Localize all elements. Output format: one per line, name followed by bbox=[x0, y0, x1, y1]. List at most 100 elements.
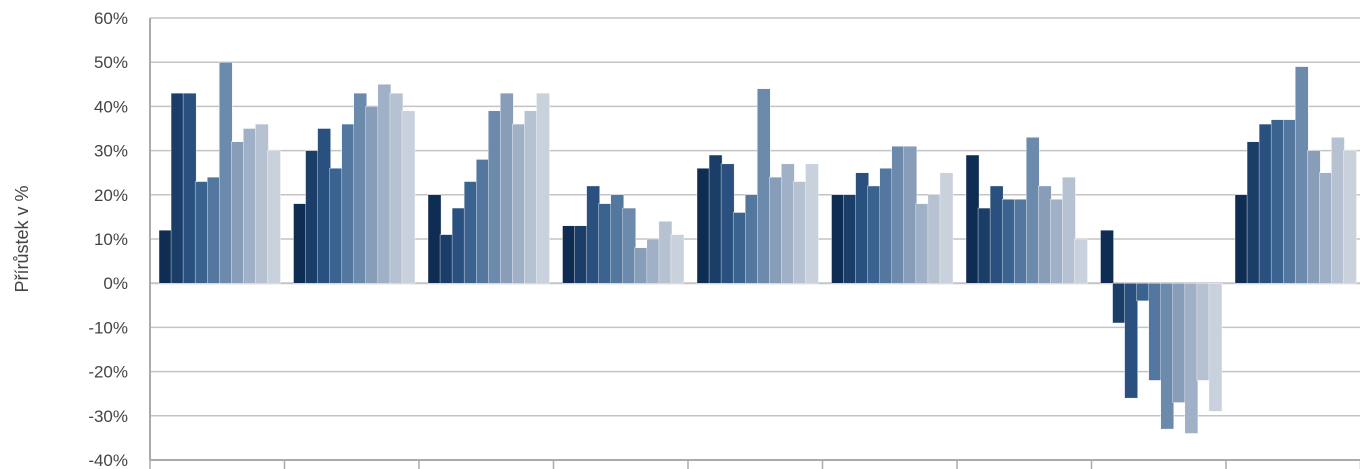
bar bbox=[476, 159, 490, 284]
bar bbox=[1196, 283, 1211, 381]
y-tick-label: 10% bbox=[94, 230, 128, 249]
y-tick-label: 0% bbox=[103, 274, 128, 293]
bar bbox=[536, 92, 550, 284]
y-axis-title: Přírůstek v % bbox=[12, 185, 32, 292]
bar bbox=[377, 84, 392, 284]
y-tick-label: -20% bbox=[88, 363, 128, 382]
bar bbox=[267, 150, 281, 284]
bar bbox=[1074, 238, 1088, 284]
bar bbox=[1295, 66, 1309, 284]
bar bbox=[977, 207, 992, 284]
bar bbox=[1282, 119, 1297, 284]
bar bbox=[427, 194, 442, 284]
bar bbox=[586, 185, 600, 284]
bar bbox=[805, 163, 819, 284]
bar bbox=[843, 194, 857, 284]
bar bbox=[1160, 283, 1175, 430]
bar bbox=[1184, 283, 1199, 434]
bar bbox=[879, 168, 893, 284]
bar bbox=[769, 176, 783, 284]
bar bbox=[965, 154, 980, 284]
y-tick-label: 50% bbox=[94, 53, 128, 72]
bar bbox=[670, 234, 685, 284]
bar bbox=[562, 225, 576, 284]
bar bbox=[1270, 119, 1285, 284]
bar bbox=[720, 163, 735, 284]
bar bbox=[574, 225, 588, 284]
bar bbox=[1172, 283, 1187, 403]
bar bbox=[365, 106, 380, 284]
bar bbox=[243, 128, 257, 284]
bar bbox=[231, 141, 245, 284]
bar bbox=[329, 168, 343, 284]
bar bbox=[708, 154, 723, 284]
bar bbox=[1319, 172, 1333, 284]
bar bbox=[1050, 199, 1064, 284]
bars bbox=[158, 62, 1357, 434]
bar bbox=[1208, 283, 1223, 412]
bar bbox=[1343, 150, 1357, 284]
bar bbox=[451, 207, 466, 284]
bar bbox=[1246, 141, 1261, 284]
bar bbox=[1136, 283, 1150, 302]
tick-labels: 60% 50% 40% 30% 20% 10% 0% -10% -20% -30% -40% bbox=[88, 9, 128, 469]
bar bbox=[732, 212, 747, 284]
bar bbox=[219, 62, 233, 284]
bar bbox=[353, 92, 368, 284]
bar bbox=[867, 185, 881, 284]
bar bbox=[793, 181, 807, 284]
bar bbox=[206, 176, 221, 284]
bar bbox=[610, 194, 624, 284]
bar bbox=[158, 229, 173, 284]
bar bbox=[658, 221, 673, 284]
bar bbox=[1038, 185, 1052, 284]
bar bbox=[401, 110, 416, 284]
bar bbox=[1112, 283, 1126, 324]
bar bbox=[1062, 176, 1076, 284]
bar bbox=[939, 172, 954, 284]
y-tick-label: 40% bbox=[94, 97, 128, 116]
y-tick-label: -40% bbox=[88, 451, 128, 469]
bar bbox=[855, 172, 869, 284]
bar bbox=[389, 92, 404, 284]
bar bbox=[182, 92, 197, 284]
bar bbox=[903, 145, 918, 284]
bar bbox=[1307, 150, 1321, 284]
bar bbox=[757, 88, 771, 284]
bar bbox=[891, 145, 906, 284]
bar bbox=[305, 150, 319, 284]
bar bbox=[1124, 283, 1138, 399]
bar bbox=[622, 207, 637, 284]
bar bbox=[1258, 123, 1273, 284]
bar bbox=[463, 181, 478, 284]
bar bbox=[634, 247, 649, 284]
bar bbox=[1234, 194, 1249, 284]
bar bbox=[194, 181, 209, 284]
bar bbox=[293, 203, 307, 284]
bar bbox=[500, 92, 514, 284]
bar bbox=[1026, 137, 1040, 284]
y-tick-label: 30% bbox=[94, 142, 128, 161]
bar bbox=[1148, 283, 1162, 381]
bar bbox=[781, 163, 795, 284]
bar bbox=[831, 194, 845, 284]
y-tick-label: -30% bbox=[88, 407, 128, 426]
bar bbox=[512, 123, 526, 284]
bar bbox=[745, 194, 759, 284]
bar bbox=[317, 128, 331, 284]
bar bbox=[1001, 199, 1016, 284]
bar bbox=[524, 110, 538, 284]
bar bbox=[989, 185, 1004, 284]
bar bbox=[1331, 137, 1345, 284]
y-tick-label: 60% bbox=[94, 9, 128, 28]
bar bbox=[1014, 199, 1028, 284]
bar bbox=[488, 110, 502, 284]
axes bbox=[149, 18, 1360, 469]
bar bbox=[915, 203, 930, 284]
bar bbox=[439, 234, 454, 284]
bar bbox=[646, 238, 661, 284]
bar bbox=[170, 92, 185, 284]
bar bbox=[927, 194, 942, 284]
bar bbox=[696, 168, 711, 284]
